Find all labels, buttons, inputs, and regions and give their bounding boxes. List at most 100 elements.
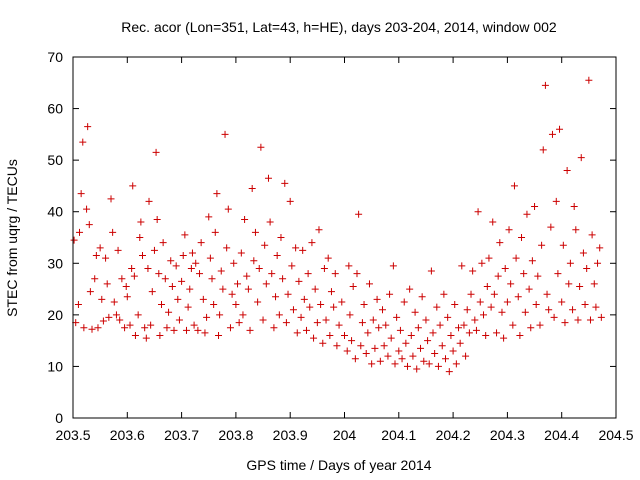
data-point bbox=[130, 272, 138, 280]
data-point bbox=[179, 252, 187, 260]
data-point bbox=[538, 241, 546, 249]
data-point bbox=[583, 264, 591, 272]
data-point bbox=[550, 313, 558, 321]
data-point bbox=[554, 270, 562, 278]
data-point bbox=[98, 295, 106, 303]
data-point bbox=[579, 249, 587, 257]
data-point bbox=[597, 313, 605, 321]
data-point bbox=[112, 311, 120, 319]
data-point bbox=[449, 347, 457, 355]
x-tick-label: 204 bbox=[333, 427, 357, 443]
data-point bbox=[172, 262, 180, 270]
data-point bbox=[349, 282, 357, 290]
data-point bbox=[585, 76, 593, 84]
data-points bbox=[70, 76, 605, 376]
data-point bbox=[434, 362, 442, 370]
data-point bbox=[427, 267, 435, 275]
data-point bbox=[216, 311, 224, 319]
data-point bbox=[257, 143, 265, 151]
data-point bbox=[509, 321, 517, 329]
data-point bbox=[418, 293, 426, 301]
y-tick-label: 10 bbox=[47, 358, 63, 374]
data-point bbox=[145, 197, 153, 205]
data-point bbox=[456, 339, 464, 347]
data-point bbox=[129, 182, 137, 190]
data-point bbox=[118, 275, 126, 283]
x-tick-label: 204.5 bbox=[598, 427, 633, 443]
x-tick-label: 203.9 bbox=[273, 427, 308, 443]
data-point bbox=[297, 313, 305, 321]
data-point bbox=[221, 130, 229, 138]
y-axis: 0 10 20 30 40 50 60 70 bbox=[47, 49, 616, 426]
data-point bbox=[168, 282, 176, 290]
data-point bbox=[272, 293, 280, 301]
data-point bbox=[155, 270, 163, 278]
data-point bbox=[152, 148, 160, 156]
data-point bbox=[288, 262, 296, 270]
data-point bbox=[402, 339, 410, 347]
data-point bbox=[313, 319, 321, 327]
data-point bbox=[474, 208, 482, 216]
data-point bbox=[324, 254, 332, 262]
data-point bbox=[308, 239, 316, 247]
data-point bbox=[284, 290, 292, 298]
data-point bbox=[148, 288, 156, 296]
data-point bbox=[360, 301, 368, 309]
data-point bbox=[531, 203, 539, 211]
data-point bbox=[144, 264, 152, 272]
data-point bbox=[398, 355, 406, 363]
y-axis-label: STEC from uqrg / TECUs bbox=[4, 159, 20, 317]
data-point bbox=[455, 324, 463, 332]
data-point bbox=[559, 241, 567, 249]
data-point bbox=[371, 344, 379, 352]
data-point bbox=[503, 298, 511, 306]
data-point bbox=[282, 319, 290, 327]
data-point bbox=[123, 293, 131, 301]
data-point bbox=[83, 205, 91, 213]
data-point bbox=[577, 154, 585, 162]
data-point bbox=[105, 313, 113, 321]
data-point bbox=[79, 138, 87, 146]
data-point bbox=[539, 146, 547, 154]
data-point bbox=[541, 81, 549, 89]
x-tick-label: 203.6 bbox=[110, 427, 145, 443]
data-point bbox=[368, 360, 376, 368]
data-point bbox=[534, 272, 542, 280]
data-point bbox=[264, 174, 272, 182]
data-point bbox=[141, 324, 149, 332]
data-point bbox=[246, 326, 254, 334]
data-point bbox=[174, 295, 182, 303]
data-point bbox=[261, 241, 269, 249]
data-point bbox=[76, 228, 84, 236]
data-point bbox=[187, 264, 195, 272]
data-point bbox=[561, 319, 569, 327]
data-point bbox=[96, 244, 104, 252]
data-point bbox=[184, 303, 192, 311]
data-point bbox=[292, 244, 300, 252]
data-point bbox=[393, 313, 401, 321]
data-point bbox=[358, 319, 366, 327]
data-point bbox=[409, 352, 417, 360]
data-point bbox=[77, 190, 85, 198]
data-point bbox=[230, 259, 238, 267]
x-axis-label: GPS time / Days of year 2014 bbox=[246, 457, 431, 473]
data-point bbox=[411, 308, 419, 316]
data-point bbox=[286, 197, 294, 205]
data-point bbox=[131, 331, 139, 339]
data-point bbox=[228, 290, 236, 298]
data-point bbox=[444, 313, 452, 321]
data-point bbox=[362, 350, 370, 358]
y-tick-label: 40 bbox=[47, 204, 63, 220]
data-point bbox=[364, 329, 372, 337]
data-point bbox=[396, 326, 404, 334]
data-point bbox=[543, 290, 551, 298]
data-point bbox=[142, 334, 150, 342]
data-point bbox=[572, 226, 580, 234]
data-point bbox=[395, 347, 403, 355]
data-point bbox=[338, 298, 346, 306]
data-point bbox=[244, 285, 252, 293]
data-point bbox=[217, 267, 225, 275]
data-point bbox=[493, 329, 501, 337]
data-point bbox=[121, 324, 129, 332]
data-point bbox=[487, 303, 495, 311]
